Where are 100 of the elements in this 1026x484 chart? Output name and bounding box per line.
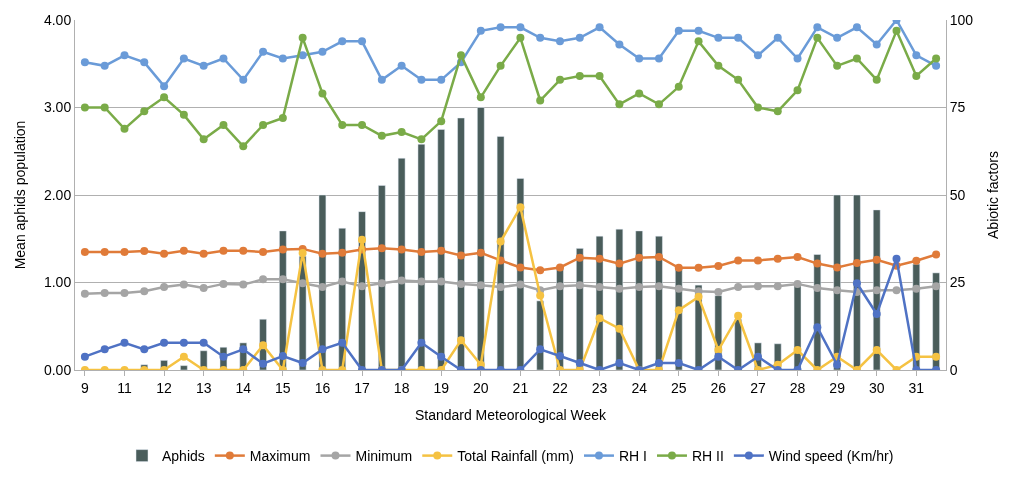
point [397, 61, 406, 70]
point [160, 283, 169, 292]
point [496, 237, 505, 246]
point [278, 54, 287, 63]
point [714, 33, 723, 42]
point [239, 142, 248, 151]
point [496, 23, 505, 32]
point [457, 51, 466, 60]
point [575, 253, 584, 262]
point [833, 360, 842, 369]
point [338, 277, 347, 286]
point [536, 33, 545, 42]
point [338, 338, 347, 347]
point [536, 345, 545, 354]
point [615, 100, 624, 109]
point [516, 33, 525, 42]
point [298, 33, 307, 42]
point [278, 114, 287, 122]
point [179, 280, 188, 289]
x-tick-label: 29 [829, 379, 846, 396]
point [674, 359, 683, 367]
point [80, 352, 89, 361]
point [219, 246, 228, 255]
point [654, 100, 663, 109]
point [120, 124, 129, 133]
point [457, 251, 466, 260]
point [140, 345, 149, 354]
point [932, 61, 941, 70]
x-tick-label: 26 [710, 379, 727, 396]
point [338, 121, 347, 129]
point [278, 245, 287, 254]
point [516, 263, 525, 272]
point [278, 275, 287, 284]
x-tick-label: 13 [195, 379, 212, 396]
legend-label: Maximum [249, 448, 311, 465]
point [239, 75, 248, 84]
point [575, 33, 584, 42]
legend-label: Minimum [355, 448, 413, 465]
point [773, 107, 782, 116]
point [932, 54, 941, 63]
point [318, 283, 327, 292]
point [536, 266, 545, 275]
point [417, 75, 426, 84]
y2-tick-label: 0 [949, 361, 958, 378]
point [813, 323, 822, 332]
point [179, 110, 188, 119]
point [397, 128, 406, 136]
point [120, 51, 129, 60]
point [555, 352, 564, 360]
point [813, 33, 822, 42]
point [496, 283, 505, 292]
point [872, 310, 881, 318]
point [753, 51, 762, 60]
point [80, 58, 89, 67]
point [80, 289, 89, 298]
y-tick-label: 2.00 [43, 186, 72, 203]
point [813, 284, 822, 293]
point [80, 248, 89, 257]
point [852, 279, 861, 288]
y2-tick-label: 75 [949, 99, 966, 116]
point [674, 263, 683, 272]
point [199, 284, 208, 293]
point [654, 54, 663, 63]
point [298, 51, 307, 60]
point [575, 72, 584, 80]
point [714, 262, 723, 271]
point [377, 279, 386, 288]
point [259, 275, 268, 284]
point [674, 284, 683, 293]
point [654, 359, 663, 367]
point [338, 248, 347, 257]
point [714, 352, 723, 361]
point [457, 336, 466, 345]
point [219, 121, 228, 129]
point [595, 72, 604, 80]
point [100, 289, 109, 297]
y2-tick-label: 25 [949, 274, 966, 291]
x-tick-label: 14 [235, 379, 252, 396]
point [852, 54, 861, 63]
point [358, 235, 367, 244]
point [714, 346, 723, 355]
point [694, 292, 703, 301]
point [912, 256, 921, 265]
point [615, 40, 624, 49]
point [80, 103, 89, 112]
point [179, 246, 188, 255]
x-tick-label: 15 [275, 379, 291, 396]
point [417, 135, 426, 144]
point [813, 23, 822, 32]
point [892, 26, 901, 35]
point [437, 117, 446, 126]
point [318, 89, 327, 98]
x-tick-label: 17 [354, 379, 371, 396]
point [635, 89, 644, 98]
point [358, 37, 367, 46]
point [516, 203, 525, 212]
point [120, 338, 129, 347]
point [259, 359, 268, 368]
point [793, 54, 802, 63]
point [259, 248, 268, 257]
